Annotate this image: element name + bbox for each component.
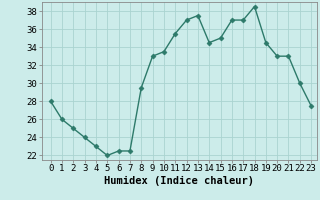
X-axis label: Humidex (Indice chaleur): Humidex (Indice chaleur) [104, 176, 254, 186]
